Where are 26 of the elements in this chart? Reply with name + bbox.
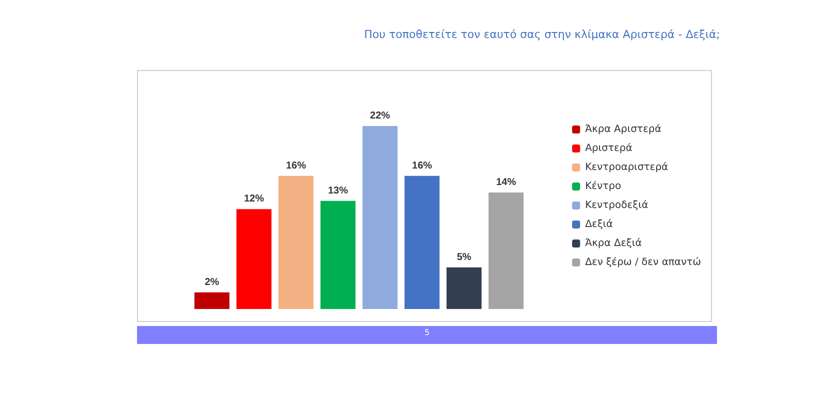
data-label: 2% xyxy=(204,276,220,288)
bar xyxy=(362,126,398,309)
text: 5 xyxy=(423,328,431,337)
data-label: 12% xyxy=(244,194,264,205)
bar xyxy=(236,209,272,309)
legend-label: Αριστερά xyxy=(585,143,633,154)
data-label: 16% xyxy=(412,160,432,172)
legend-label: Κέντρο xyxy=(585,181,622,192)
data-label: 22% xyxy=(370,110,390,122)
legend-label: Άκρα Αριστερά xyxy=(585,124,662,135)
bar xyxy=(488,192,524,309)
data-label: 13% xyxy=(328,185,348,196)
legend-label: Άκρα Δεξιά xyxy=(585,238,642,249)
legend-label: Κεντροαριστερά xyxy=(585,162,669,173)
data-label: 14% xyxy=(496,177,516,188)
data-label: 16% xyxy=(286,160,306,172)
text: Που τοποθετείτε τον εαυτό σας στην κλίμακα Αριστερά - Δεξιά; xyxy=(363,28,720,41)
bar xyxy=(446,267,482,309)
legend-label: Δεν ξέρω / δεν απαντώ xyxy=(585,257,702,268)
legend-label: Κεντροδεξιά xyxy=(585,200,649,211)
bar xyxy=(278,176,314,309)
bar xyxy=(194,292,230,309)
legend-label: Δεξιά xyxy=(585,219,614,230)
data-label: 5% xyxy=(456,252,472,263)
bar xyxy=(404,176,440,309)
bar xyxy=(320,200,356,309)
